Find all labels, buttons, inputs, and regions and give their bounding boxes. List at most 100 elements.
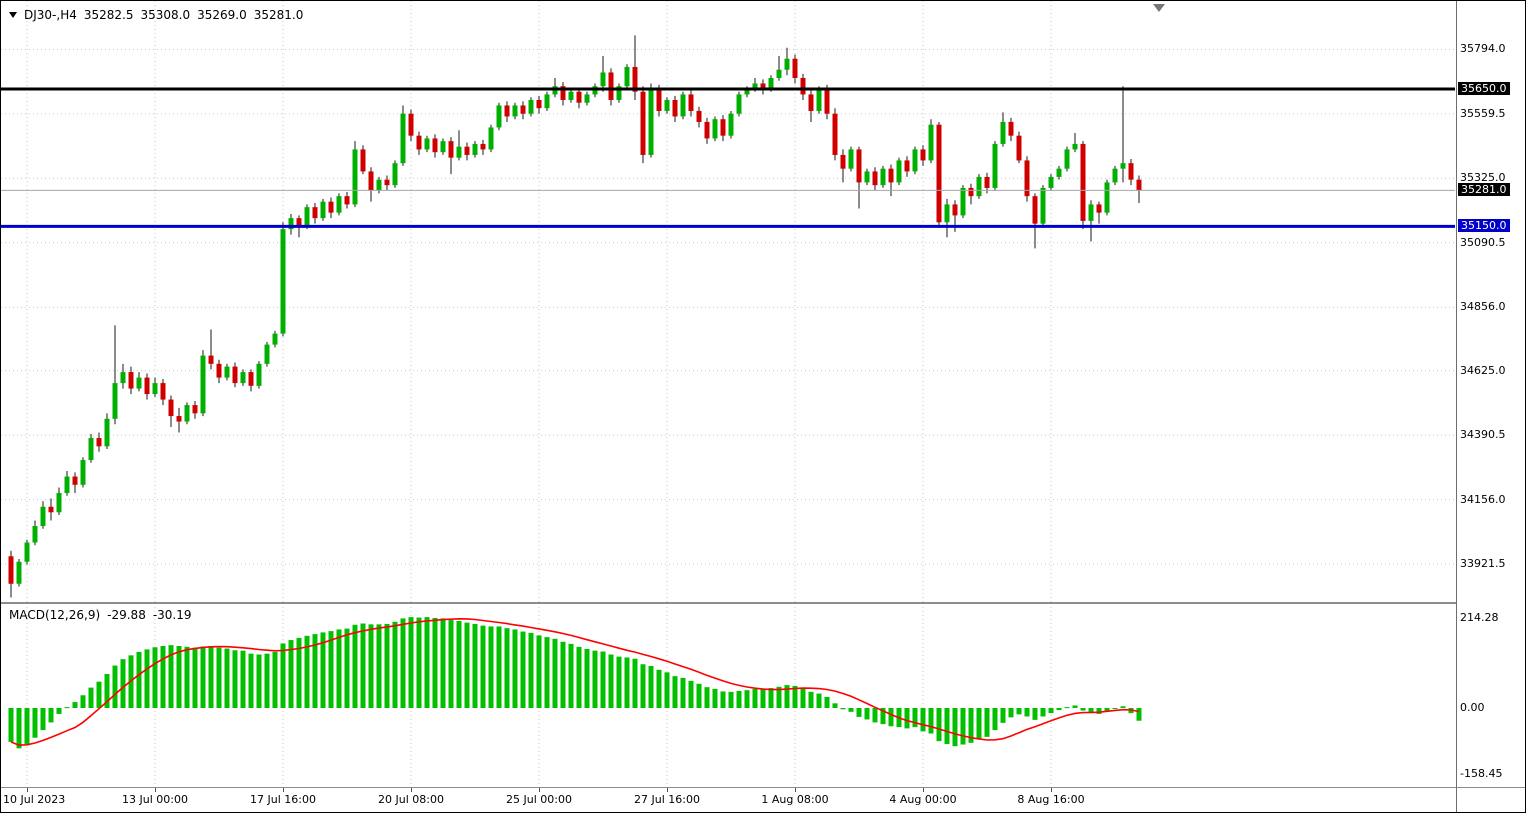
macd-histogram-bar (256, 654, 262, 708)
macd-histogram-bar (328, 631, 334, 708)
candle (640, 86, 646, 164)
macd-histogram-bar (912, 708, 918, 728)
macd-histogram-bar (640, 664, 646, 708)
macd-histogram-bar (928, 708, 934, 734)
macd-histogram-bar (968, 708, 974, 743)
price-chart-canvas[interactable] (1, 1, 1456, 603)
candle (672, 95, 678, 122)
macd-axis-max-label: 214.28 (1460, 611, 1499, 624)
candle (408, 109, 414, 142)
candle (288, 214, 294, 235)
time-axis-label: 17 Jul 16:00 (250, 793, 316, 806)
candle (480, 139, 486, 155)
macd-axis-min-label: -158.45 (1460, 767, 1503, 781)
macd-histogram-bar (96, 681, 102, 708)
candle (72, 472, 78, 494)
candle (224, 363, 230, 381)
macd-histogram-bar (552, 638, 558, 708)
candle (104, 413, 110, 450)
candle (848, 146, 854, 172)
macd-histogram-bar (160, 646, 166, 708)
macd-axis-zero-label: 0.00 (1460, 701, 1485, 714)
candle (1128, 159, 1134, 186)
time-axis[interactable]: 10 Jul 2023 13 Jul 00:00 17 Jul 16:00 20 Ju… (1, 788, 1456, 812)
price-axis[interactable]: 35794.0 35559.5 35325.0 35090.5 34856.0 34625… (1457, 1, 1525, 812)
macd-histogram-bar (72, 702, 78, 708)
macd-histogram-bar (240, 650, 246, 708)
candle (928, 119, 934, 164)
macd-histogram-bar (48, 708, 54, 723)
macd-histogram-bar (672, 676, 678, 708)
candle (568, 88, 574, 103)
candle (448, 137, 454, 175)
macd-histogram-bar (448, 620, 454, 708)
macd-histogram-bar (1088, 708, 1094, 714)
chart-shift-marker-icon (1153, 4, 1165, 12)
candle (832, 108, 838, 161)
macd-histogram-bar (760, 688, 766, 708)
macd-histogram-bar (792, 685, 798, 708)
candle (544, 91, 550, 111)
candle (504, 101, 510, 122)
candle (488, 124, 494, 153)
candle (64, 471, 70, 496)
candle (920, 145, 926, 166)
candle (184, 402, 190, 425)
macd-histogram-bar (888, 708, 894, 727)
macd-histogram-bar (360, 623, 366, 708)
macd-histogram-bar (344, 628, 350, 708)
candle (1008, 117, 1014, 142)
candle (784, 47, 790, 76)
resistance-line-label: 35650.0 (1458, 81, 1510, 95)
candle (496, 102, 502, 131)
candle (800, 73, 806, 100)
macd-histogram-bar (584, 648, 590, 708)
macd-histogram-bar (720, 691, 726, 708)
macd-canvas[interactable] (1, 603, 1456, 787)
macd-histogram-bar (496, 626, 502, 708)
candle (808, 90, 814, 122)
panel-splitter[interactable] (1, 602, 1456, 604)
candle (240, 369, 246, 386)
candle (400, 105, 406, 166)
macd-histogram-bar (768, 688, 774, 708)
indicator-label: MACD(12,26,9) -29.88 -30.19 (9, 608, 192, 622)
candle (352, 141, 358, 208)
chart-title: DJ30-,H4 35282.5 35308.0 35269.0 35281.0 (9, 8, 303, 22)
macd-histogram-bar (856, 708, 862, 717)
candle (424, 135, 430, 153)
macd-histogram-bar (960, 708, 966, 745)
candle (904, 156, 910, 177)
candle (880, 165, 886, 188)
price-gridline-label: 35090.5 (1460, 235, 1506, 249)
macd-histogram-bar (392, 621, 398, 708)
macd-histogram-bar (248, 653, 254, 708)
macd-histogram-bar (880, 708, 886, 725)
macd-histogram-bar (232, 650, 238, 708)
candle (720, 115, 726, 142)
macd-histogram-bar (280, 643, 286, 708)
macd-histogram-bar (424, 617, 430, 708)
macd-histogram-bar (1056, 708, 1062, 711)
time-axis-label: 20 Jul 08:00 (378, 793, 444, 806)
macd-histogram-bar (824, 696, 830, 708)
macd-histogram-bar (488, 626, 494, 708)
macd-histogram-bar (624, 657, 630, 708)
macd-histogram-bar (648, 665, 654, 708)
macd-histogram-bar (104, 674, 110, 708)
macd-histogram-bar (984, 708, 990, 737)
candle (728, 110, 734, 139)
support-line-label: 35150.0 (1458, 219, 1510, 233)
candle (216, 359, 222, 384)
candle (520, 101, 526, 120)
candle (144, 373, 150, 400)
macd-histogram-bar (712, 688, 718, 708)
current-price-label: 35281.0 (1458, 183, 1510, 197)
candle (968, 183, 974, 205)
macd-histogram-bar (168, 645, 174, 708)
price-gridline-label: 34390.5 (1460, 428, 1506, 442)
candles-layer (8, 35, 1142, 598)
macd-histogram-bar (976, 708, 982, 740)
price-gridline-label: 35325.0 (1460, 171, 1506, 185)
candle (576, 87, 582, 109)
